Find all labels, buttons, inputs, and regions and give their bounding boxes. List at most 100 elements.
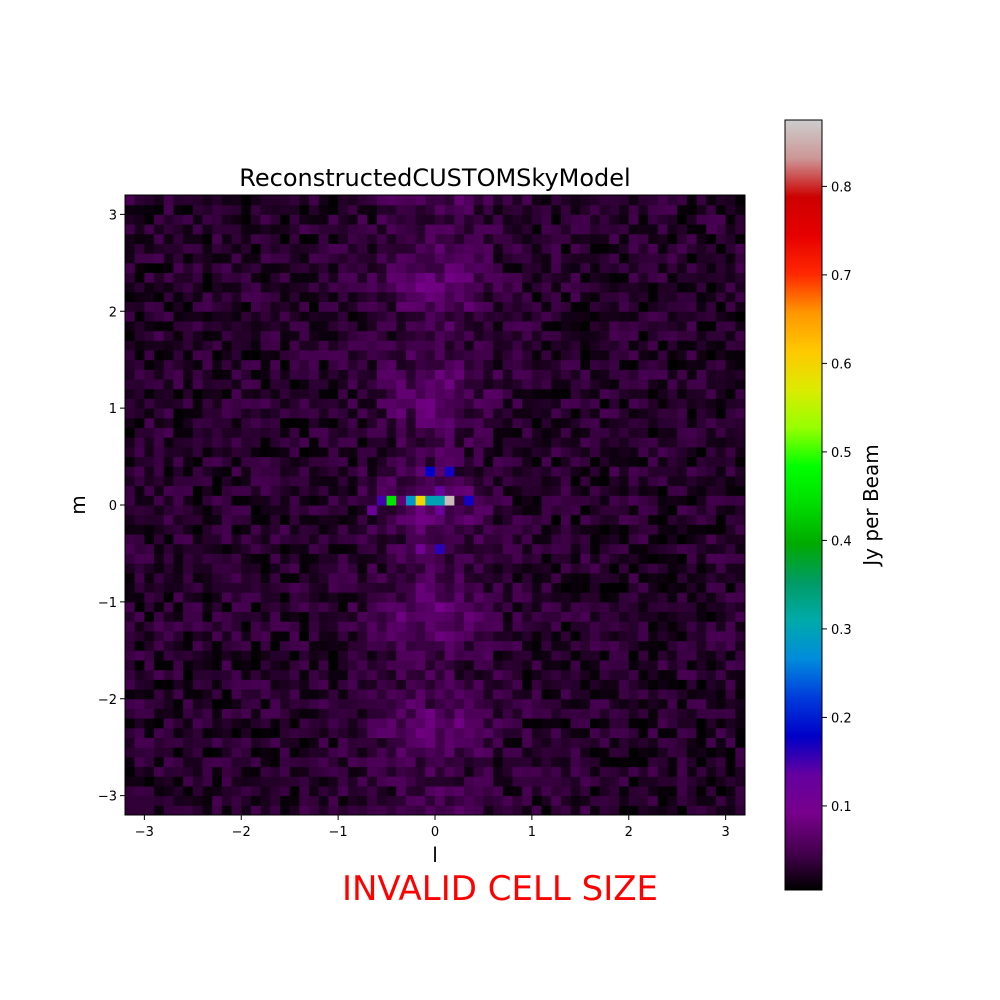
heatmap-cell: [444, 379, 455, 390]
heatmap-cell: [551, 495, 562, 506]
heatmap-cell: [677, 408, 688, 419]
heatmap-cell: [357, 446, 368, 458]
heatmap-cell: [173, 505, 184, 516]
heatmap-cell: [522, 320, 533, 332]
heatmap-cell: [609, 369, 620, 380]
heatmap-cell: [590, 340, 601, 351]
heatmap-cell: [241, 388, 252, 399]
heatmap-cell: [706, 776, 717, 787]
heatmap-cell: [560, 311, 572, 322]
heatmap-cell: [667, 660, 678, 671]
heatmap-cell: [192, 514, 203, 525]
heatmap-cell: [192, 563, 203, 574]
heatmap-cell: [677, 708, 688, 719]
heatmap-cell: [425, 204, 436, 215]
heatmap-cell: [473, 330, 484, 341]
heatmap-cell: [328, 601, 339, 613]
heatmap-cell: [144, 195, 155, 206]
heatmap-cell: [725, 601, 736, 613]
heatmap-cell: [454, 301, 465, 312]
heatmap-cell: [231, 282, 242, 293]
heatmap-cell: [367, 621, 378, 632]
heatmap-cell: [648, 630, 659, 642]
heatmap-cell: [173, 417, 184, 428]
heatmap-cell: [648, 563, 659, 574]
heatmap-cell: [628, 398, 639, 409]
heatmap-cell: [696, 553, 707, 564]
heatmap-cell: [309, 660, 320, 671]
heatmap-cell: [347, 708, 358, 719]
heatmap-cell: [241, 291, 252, 303]
heatmap-cell: [725, 592, 736, 603]
heatmap-cell: [357, 621, 368, 632]
heatmap-cell: [396, 766, 407, 777]
heatmap-cell: [231, 718, 242, 729]
heatmap-cell: [473, 727, 484, 738]
heatmap-cell: [657, 640, 668, 651]
heatmap-cell: [735, 698, 746, 709]
heatmap-cell: [483, 282, 494, 293]
heatmap-cell: [386, 718, 397, 729]
heatmap-cell: [677, 747, 688, 758]
heatmap-cell: [493, 262, 504, 273]
heatmap-cell: [715, 689, 727, 700]
heatmap-cell: [241, 446, 252, 458]
heatmap-cell: [715, 621, 727, 632]
heatmap-cell: [464, 233, 475, 244]
heatmap-cell: [628, 611, 639, 622]
heatmap-cell: [202, 601, 213, 613]
heatmap-cell: [173, 330, 184, 341]
heatmap-cell: [367, 417, 378, 428]
heatmap-cell: [725, 427, 736, 438]
heatmap-cell: [241, 592, 252, 603]
heatmap-cell: [667, 243, 678, 254]
heatmap-cell: [425, 524, 436, 535]
heatmap-cell: [173, 369, 184, 380]
heatmap-cell: [425, 785, 436, 797]
heatmap-cell: [425, 572, 436, 583]
heatmap-cell: [560, 524, 572, 535]
heatmap-cell: [280, 282, 291, 293]
heatmap-cell: [357, 756, 368, 768]
heatmap-cell: [706, 698, 717, 709]
heatmap-cell: [686, 388, 698, 399]
heatmap-cell: [686, 553, 698, 564]
heatmap-cell: [512, 272, 523, 283]
heatmap-cell: [376, 195, 388, 206]
heatmap-cell: [125, 543, 136, 554]
heatmap-cell: [173, 195, 184, 206]
heatmap-cell: [405, 592, 417, 603]
heatmap-cell: [493, 572, 504, 583]
heatmap-cell: [551, 485, 562, 496]
heatmap-cell: [425, 650, 436, 661]
heatmap-cell: [715, 785, 727, 797]
heatmap-cell: [619, 572, 630, 583]
heatmap-cell: [435, 262, 446, 273]
heatmap-cell: [493, 243, 504, 254]
heatmap-cell: [202, 776, 213, 787]
heatmap-cell: [464, 311, 475, 322]
heatmap-cell: [163, 485, 174, 496]
heatmap-cell: [357, 785, 368, 797]
heatmap-cell: [696, 689, 707, 700]
heatmap-cell: [657, 233, 668, 244]
heatmap-cell: [328, 446, 339, 458]
heatmap-cell: [250, 630, 262, 642]
heatmap-cell: [415, 379, 426, 390]
heatmap-cell: [367, 195, 378, 206]
heatmap-cell: [386, 311, 397, 322]
heatmap-cell: [473, 563, 484, 574]
x-axis: −3 −2 −1 0 1 2 3: [135, 815, 730, 840]
heatmap-cell: [338, 727, 349, 738]
heatmap-cell: [531, 437, 543, 448]
heatmap-cell: [134, 756, 145, 768]
heatmap-cell: [125, 582, 136, 593]
heatmap-cell: [512, 495, 523, 506]
heatmap-cell: [367, 253, 378, 264]
heatmap-cell: [221, 727, 233, 738]
heatmap-cell: [464, 505, 475, 516]
heatmap-cell: [464, 592, 475, 603]
heatmap-cell: [590, 601, 601, 613]
heatmap-cell: [347, 224, 358, 235]
heatmap-cell: [367, 805, 378, 816]
